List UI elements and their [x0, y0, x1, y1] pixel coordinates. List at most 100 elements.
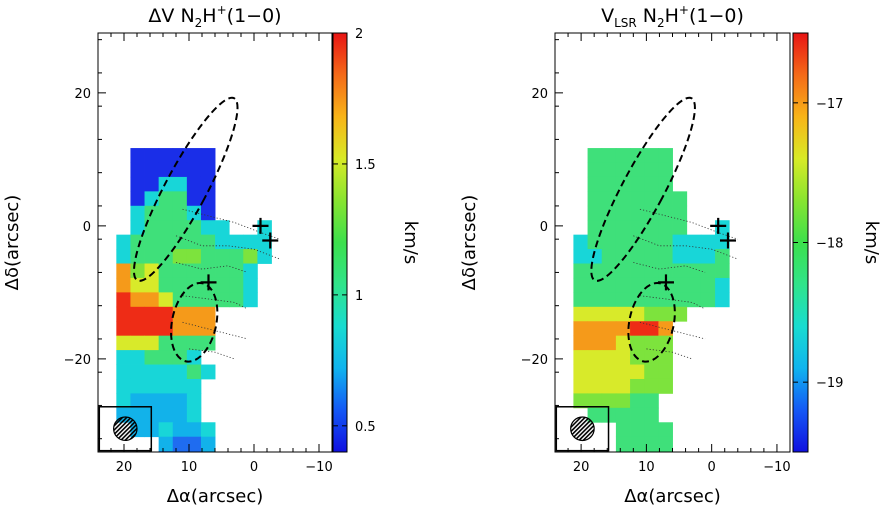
heatmap-cell: [615, 378, 631, 394]
heatmap-cell: [715, 292, 730, 308]
heatmap-cell: [715, 263, 730, 279]
colorbar-tick-label: −18: [816, 237, 843, 252]
heatmap-cell: [116, 277, 131, 293]
heatmap-cell: [130, 263, 145, 279]
heatmap-cell: [215, 277, 230, 293]
heatmap-cell: [700, 249, 716, 264]
contour-line: [175, 262, 248, 273]
heatmap-cell: [615, 306, 631, 322]
heatmap-cell: [644, 292, 659, 308]
heatmap-cell: [130, 162, 145, 178]
heatmap-cell: [172, 436, 188, 452]
heatmap-cell: [172, 292, 188, 308]
heatmap-cell: [215, 220, 230, 236]
heatmap-cell: [144, 263, 160, 279]
heatmap-cell: [644, 321, 659, 337]
heatmap-cell: [186, 220, 202, 236]
heatmap-cell: [130, 378, 145, 394]
heatmap-cell: [158, 148, 174, 163]
title-text: H: [202, 5, 216, 27]
heatmap-cell: [144, 350, 160, 365]
heatmap-cell: [158, 378, 174, 394]
heatmap-cell: [172, 364, 188, 380]
heatmap-cell: [601, 191, 617, 207]
heatmap-cell: [700, 292, 716, 308]
heatmap-cell: [144, 335, 160, 351]
contour-line: [182, 295, 248, 310]
heatmap-cell: [172, 162, 188, 178]
contour-lines: [175, 208, 281, 360]
heatmap-cell: [186, 393, 202, 409]
heatmap-cell: [200, 176, 216, 192]
source-cross-marker: [200, 274, 217, 291]
heatmap-cell: [601, 263, 617, 279]
heatmap-cell: [601, 234, 617, 250]
title-subscript: 2: [657, 16, 665, 30]
heatmap-cell: [630, 263, 645, 279]
heatmap-cell: [630, 378, 645, 394]
heatmap-cell: [601, 321, 617, 337]
heatmap-cell: [686, 292, 702, 308]
heatmap-cell: [144, 148, 160, 163]
heatmap-cell: [658, 306, 673, 322]
heatmap-cell: [630, 220, 645, 236]
heatmap-cell: [144, 191, 160, 207]
heatmap-cell: [116, 364, 131, 380]
title-subscript: 2: [195, 16, 203, 30]
x-tick-label: −10: [763, 460, 790, 475]
heatmap-cell: [186, 162, 202, 178]
heatmap-cell: [573, 234, 588, 250]
heatmap-cell: [587, 321, 603, 337]
heatmap-cell: [200, 234, 216, 250]
heatmap-cell: [658, 249, 673, 264]
heatmap-cell: [615, 220, 631, 236]
heatmap-cell: [116, 249, 131, 264]
heatmap-cell: [186, 277, 202, 293]
heatmap-cell: [672, 234, 688, 250]
heatmap-cell: [587, 306, 603, 322]
contour-line: [646, 348, 693, 360]
heatmap-cell: [630, 162, 645, 178]
heatmap-cell: [587, 378, 603, 394]
heatmap-cell: [158, 220, 174, 236]
heatmap-cell: [200, 364, 216, 380]
heatmap-cell: [144, 364, 160, 380]
heatmap-cell: [658, 176, 673, 192]
heatmap-cell: [144, 277, 160, 293]
colorbar-tick-label: 2: [355, 27, 363, 42]
heatmap-cell: [158, 393, 174, 409]
heatmap-cell: [630, 364, 645, 380]
heatmap-cell: [172, 191, 188, 207]
heatmap-cell: [116, 350, 131, 365]
heatmap-cell: [587, 148, 603, 163]
heatmap-cell: [144, 378, 160, 394]
heatmap-cell: [130, 306, 145, 322]
heatmap-cell: [186, 292, 202, 308]
heatmap-cell: [158, 205, 174, 221]
heatmap-cell: [257, 234, 272, 250]
heatmap-cell: [172, 277, 188, 293]
heatmap-cell: [672, 306, 688, 322]
y-tick-label: 20: [531, 87, 548, 102]
heatmap-cell: [200, 263, 216, 279]
x-tick-label: 0: [250, 460, 258, 475]
heatmap-cell: [186, 306, 202, 322]
heatmap-cell: [644, 234, 659, 250]
heatmap-cell: [601, 148, 617, 163]
heatmap-cell: [644, 176, 659, 192]
heatmap-cell: [229, 263, 244, 279]
heatmap-cell: [243, 277, 258, 293]
heatmap-cell: [644, 335, 659, 351]
heatmap-cell: [144, 321, 160, 337]
heatmap-cell: [158, 422, 174, 438]
heatmap-cell: [172, 306, 188, 322]
heatmap-cell: [144, 306, 160, 322]
colorbar-tick-label: −17: [816, 97, 843, 112]
heatmap-cell: [601, 162, 617, 178]
heatmap-cell: [130, 249, 145, 264]
heatmap-cells: [116, 148, 272, 452]
heatmap-cell: [644, 220, 659, 236]
heatmap-cell: [144, 292, 160, 308]
heatmap-cell: [587, 234, 603, 250]
heatmap-cell: [116, 292, 131, 308]
